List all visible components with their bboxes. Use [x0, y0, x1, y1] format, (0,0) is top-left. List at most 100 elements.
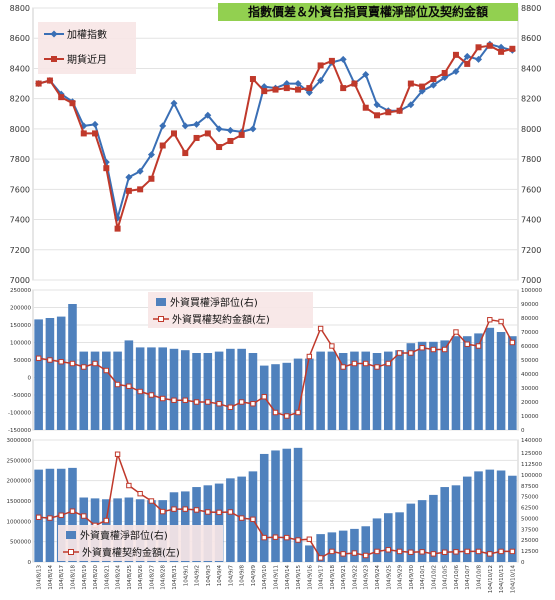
bar	[135, 347, 145, 430]
amount-point	[148, 498, 155, 504]
futures-point	[114, 225, 121, 232]
futures-point	[103, 165, 110, 172]
index-point	[249, 125, 257, 133]
bar	[56, 316, 66, 430]
index-point	[204, 111, 212, 119]
futures-point	[295, 86, 302, 93]
amount-point	[126, 383, 132, 389]
legend-line-label: 外資賣權契約金額(左)	[82, 546, 180, 559]
futures-point	[430, 76, 437, 83]
futures-point	[69, 100, 76, 107]
amount-point	[250, 401, 256, 407]
bar	[259, 453, 269, 562]
amount-point	[498, 318, 504, 325]
futures-point	[125, 187, 132, 194]
y-tick-left: 8000	[10, 125, 30, 134]
bar	[203, 485, 213, 562]
y-tick-right: 8200	[521, 95, 541, 104]
bar	[102, 351, 111, 430]
bar	[90, 351, 100, 430]
x-tick-label: 104/8/28	[161, 565, 167, 590]
index-point	[362, 70, 370, 78]
bar	[350, 528, 359, 562]
amount-point	[148, 392, 155, 398]
futures-point	[441, 69, 448, 76]
bar	[226, 478, 235, 562]
x-tick-label: 104/9/17	[319, 565, 325, 590]
amount-point	[272, 409, 279, 416]
x-tick-label: 104/10/5	[443, 565, 449, 590]
x-tick-label: 104/10/6	[454, 565, 460, 590]
futures-point	[182, 150, 189, 157]
futures-point	[159, 142, 166, 149]
x-tick-label: 104/9/22	[352, 565, 358, 590]
amount-point	[475, 548, 482, 555]
amount-point	[238, 399, 245, 405]
y-tick-left: 8800	[10, 4, 30, 13]
futures-point	[80, 130, 87, 137]
bar	[192, 353, 201, 430]
bar	[440, 487, 449, 562]
bar	[192, 487, 201, 562]
x-tick-label: 104/10/13	[499, 565, 505, 594]
amount-point	[363, 360, 369, 367]
index-point	[339, 55, 347, 63]
futures-point	[193, 134, 200, 141]
call-position-panel: 250000200000150000100000500000-50000-100…	[8, 288, 542, 434]
amount-point	[81, 513, 87, 519]
amount-point	[160, 508, 166, 515]
bar	[271, 364, 280, 430]
futures-point	[204, 130, 211, 137]
y-tick-left: 0	[28, 560, 32, 566]
futures-point	[261, 88, 268, 95]
futures-point	[486, 42, 493, 49]
bar	[79, 351, 89, 430]
index-point	[226, 126, 234, 134]
amount-point	[509, 548, 516, 555]
x-tick-label: 104/9/4	[217, 565, 223, 587]
amount-point	[487, 317, 493, 323]
futures-point	[306, 85, 313, 92]
y-tick-right: 7800	[521, 155, 541, 164]
futures-point	[46, 77, 53, 84]
amount-point	[329, 343, 335, 349]
y-tick-left: 7200	[10, 246, 30, 255]
y-tick-right: 80000	[521, 316, 539, 322]
amount-point	[408, 350, 414, 356]
amount-point	[351, 550, 358, 556]
amount-point	[453, 549, 459, 555]
x-tick-label: 104/10/8	[477, 565, 483, 590]
x-tick-label: 104/9/30	[409, 565, 415, 590]
x-tick-label: 104/9/7	[228, 565, 234, 587]
x-tick-label: 104/8/20	[93, 565, 99, 590]
x-tick-label: 104/9/9	[251, 565, 257, 587]
y-tick-left: 0	[28, 376, 32, 382]
amount-point	[374, 548, 380, 555]
y-tick-right: 70000	[521, 330, 539, 336]
amount-point	[205, 399, 211, 405]
amount-point	[261, 534, 267, 541]
amount-point	[306, 353, 313, 360]
bar	[45, 318, 55, 430]
bar	[440, 340, 449, 430]
x-tick-label: 104/10/12	[488, 565, 494, 593]
bar	[226, 348, 235, 430]
bar	[271, 450, 280, 562]
y-tick-left: 7400	[10, 216, 30, 225]
bar	[203, 353, 213, 430]
amount-point	[306, 536, 313, 542]
bar	[338, 353, 348, 430]
legend-index-marker	[50, 30, 58, 38]
y-tick-right: 40000	[521, 372, 539, 378]
x-tick-label: 104/8/21	[104, 565, 110, 590]
futures-point	[509, 45, 516, 52]
amount-point	[498, 548, 504, 555]
x-tick-label: 104/9/10	[262, 565, 268, 590]
bar	[293, 358, 303, 430]
bar	[451, 485, 461, 562]
y-tick-right: 37500	[521, 527, 539, 533]
index-point	[463, 52, 471, 60]
y-tick-right: 75000	[521, 495, 539, 501]
x-tick-label: 104/9/14	[285, 565, 291, 590]
amount-point	[216, 401, 222, 407]
